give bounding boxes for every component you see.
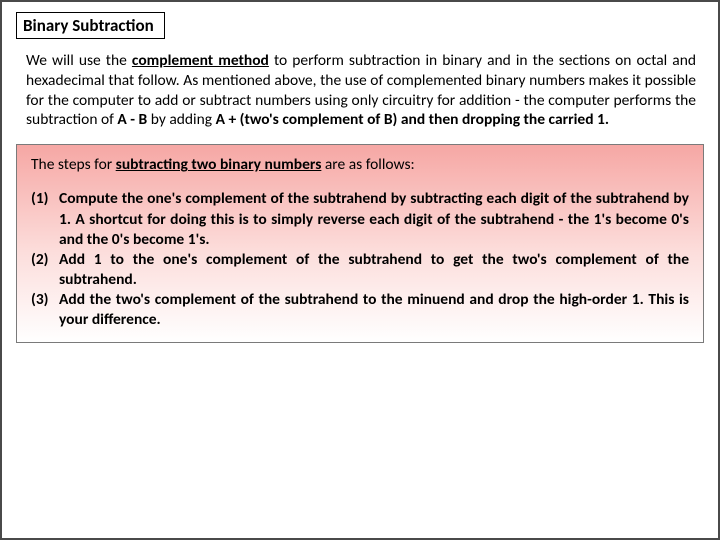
step-2-row: (2) Add 1 to the one's complement of the…	[31, 250, 689, 290]
intro-bold-drop: dropping the carried 1.	[462, 110, 609, 129]
steps-intro-line: The steps for subtracting two binary num…	[31, 155, 689, 175]
steps-box: The steps for subtracting two binary num…	[16, 144, 704, 343]
step-3-row: (3) Add the two's complement of the subt…	[31, 290, 689, 330]
step-2-text: Add 1 to the one's complement of the sub…	[59, 250, 689, 290]
step-2-number: (2)	[31, 250, 59, 290]
intro-text-pre: We will use the	[26, 51, 132, 70]
section-title-box: Binary Subtraction	[16, 12, 165, 39]
step-1-number: (1)	[31, 189, 59, 249]
intro-bold-twos: A + (two's complement of B)	[216, 110, 398, 129]
intro-text-mid2: by adding	[147, 110, 215, 129]
step-3-text: Add the two's complement of the subtrahe…	[59, 290, 689, 330]
steps-intro-emph: subtracting two binary numbers	[116, 155, 322, 174]
intro-text-mid3: and then	[397, 110, 462, 129]
step-1-text: Compute the one's complement of the subt…	[59, 189, 689, 249]
intro-bold-ab: A - B	[117, 110, 147, 129]
steps-intro-post: are as follows:	[321, 155, 414, 174]
intro-paragraph: We will use the complement method to per…	[16, 51, 704, 130]
steps-intro-pre: The steps for	[31, 155, 116, 174]
step-3-number: (3)	[31, 290, 59, 330]
step-1-row: (1) Compute the one's complement of the …	[31, 189, 689, 249]
intro-emph-complement: complement method	[132, 51, 269, 70]
section-title: Binary Subtraction	[23, 15, 154, 36]
